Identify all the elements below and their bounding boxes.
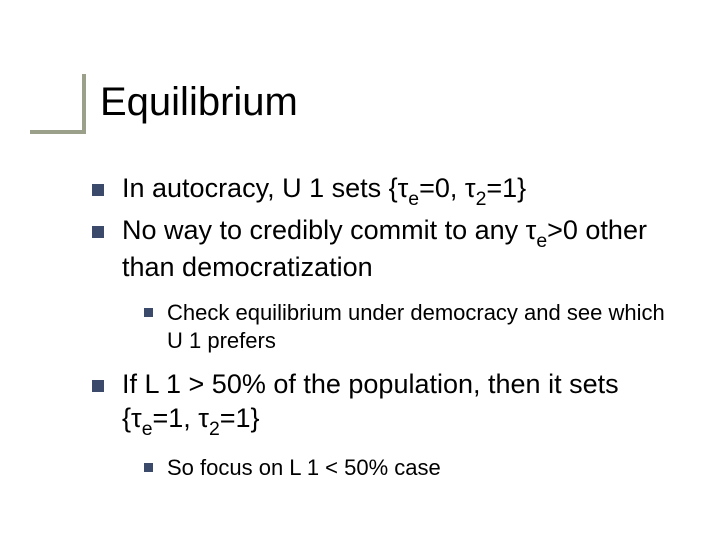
bullet-level2: Check equilibrium under democracy and se… — [144, 299, 670, 354]
bullet-marker-icon — [92, 184, 104, 196]
slide-body: In autocracy, U 1 sets {τe=0, τ2=1} No w… — [92, 172, 670, 495]
slide-title: Equilibrium — [100, 80, 298, 125]
title-accent-vertical — [82, 74, 86, 134]
bullet-text: If L 1 > 50% of the population, then it … — [122, 368, 670, 439]
bullet-marker-icon — [144, 308, 153, 317]
bullet-level1: If L 1 > 50% of the population, then it … — [92, 368, 670, 439]
bullet-level1: No way to credibly commit to any τe>0 ot… — [92, 214, 670, 285]
slide: Equilibrium In autocracy, U 1 sets {τe=0… — [0, 0, 720, 540]
bullet-text: So focus on L 1 < 50% case — [167, 454, 441, 482]
title-accent-horizontal — [30, 130, 86, 134]
bullet-level1: In autocracy, U 1 sets {τe=0, τ2=1} — [92, 172, 670, 210]
bullet-text: No way to credibly commit to any τe>0 ot… — [122, 214, 670, 285]
bullet-marker-icon — [144, 463, 153, 472]
bullet-text: Check equilibrium under democracy and se… — [167, 299, 670, 354]
bullet-marker-icon — [92, 226, 104, 238]
bullet-marker-icon — [92, 380, 104, 392]
bullet-level2: So focus on L 1 < 50% case — [144, 454, 670, 482]
bullet-text: In autocracy, U 1 sets {τe=0, τ2=1} — [122, 172, 526, 210]
